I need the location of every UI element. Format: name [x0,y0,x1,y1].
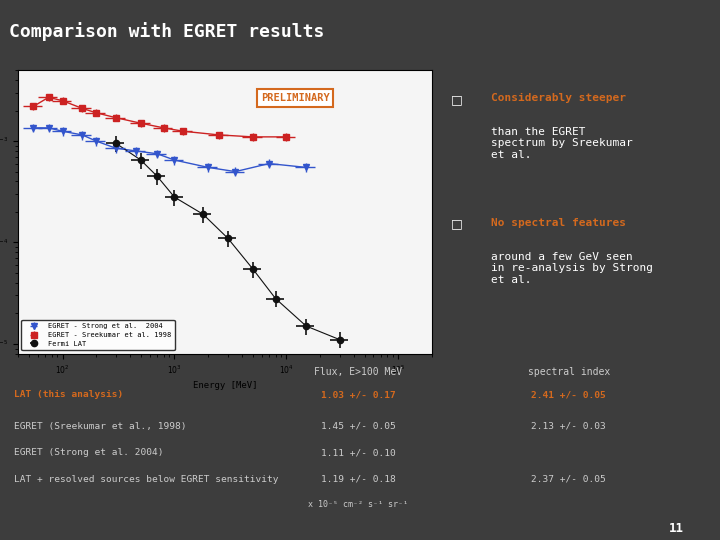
Text: around a few GeV seen
in re-analysis by Strong
et al.: around a few GeV seen in re-analysis by … [491,252,654,285]
Text: 11: 11 [670,522,684,535]
Text: EGRET (Sreekumar et al., 1998): EGRET (Sreekumar et al., 1998) [14,422,186,431]
Text: □: □ [451,93,463,106]
Text: 2.37 +/- 0.05: 2.37 +/- 0.05 [531,475,606,484]
Text: 2.41 +/- 0.05: 2.41 +/- 0.05 [531,390,606,400]
Text: 1.19 +/- 0.18: 1.19 +/- 0.18 [321,475,395,484]
Text: No spectral features: No spectral features [491,218,626,228]
Text: PRELIMINARY: PRELIMINARY [261,93,330,103]
Text: Comparison with EGRET results: Comparison with EGRET results [9,22,324,40]
Text: Considerably steeper: Considerably steeper [491,93,626,103]
Text: LAT (this analysis): LAT (this analysis) [14,390,123,400]
Text: EGRET (Strong et al. 2004): EGRET (Strong et al. 2004) [14,448,163,457]
Text: 1.11 +/- 0.10: 1.11 +/- 0.10 [321,448,395,457]
Text: spectral index: spectral index [528,367,610,377]
Text: LAT + resolved sources below EGRET sensitivity: LAT + resolved sources below EGRET sensi… [14,475,279,484]
Text: □: □ [451,218,463,231]
Text: x 10⁻⁵ cm⁻² s⁻¹ sr⁻¹: x 10⁻⁵ cm⁻² s⁻¹ sr⁻¹ [308,500,408,509]
X-axis label: Energy [MeV]: Energy [MeV] [193,381,257,390]
Text: Flux, E>100 MeV: Flux, E>100 MeV [314,367,402,377]
Text: 1.03 +/- 0.17: 1.03 +/- 0.17 [321,390,395,400]
Text: 2.13 +/- 0.03: 2.13 +/- 0.03 [531,422,606,431]
Text: than the EGRET
spectrum by Sreekumar
et al.: than the EGRET spectrum by Sreekumar et … [491,127,633,160]
Legend: EGRET - Strong et al.  2004, EGRET - Sreekumar et al. 1998, Fermi LAT: EGRET - Strong et al. 2004, EGRET - Sree… [22,320,174,350]
Text: 1.45 +/- 0.05: 1.45 +/- 0.05 [321,422,395,431]
